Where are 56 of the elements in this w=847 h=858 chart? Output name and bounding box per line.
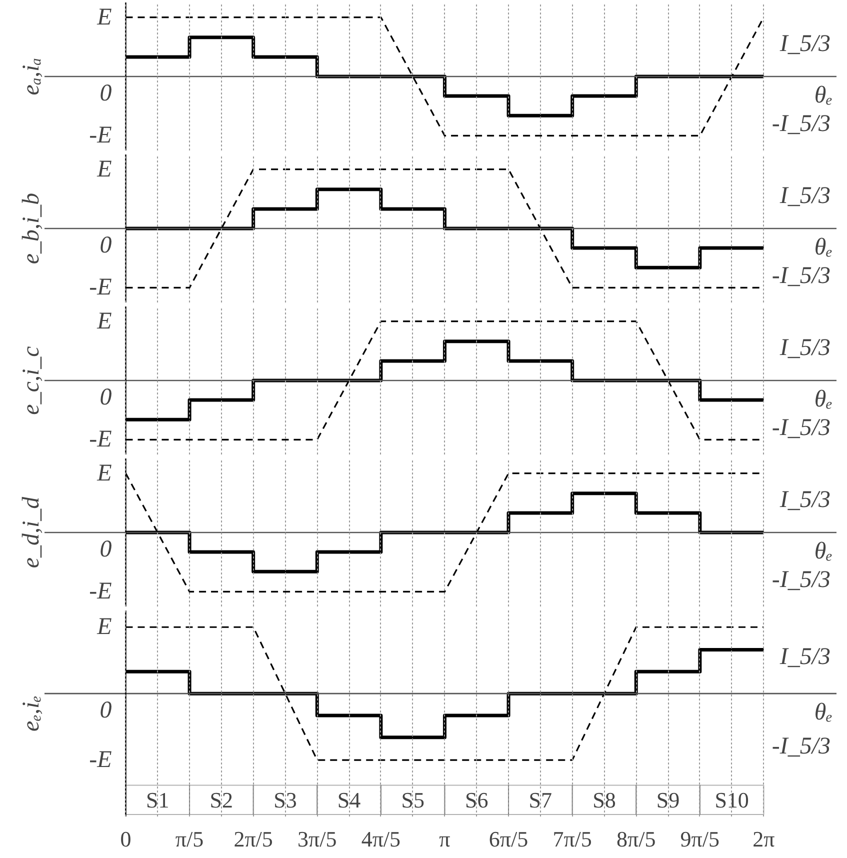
annotation: -E: [89, 122, 112, 149]
x-tick-label: π: [439, 826, 450, 852]
annotation: E: [96, 614, 112, 640]
x-tick-label: 2π: [752, 826, 775, 852]
annotation: -E: [89, 274, 112, 301]
text: S10: [714, 787, 749, 812]
y-axis-title: e_b,i_b: [18, 192, 44, 264]
x-tick-label: 0: [120, 826, 132, 852]
x-axis-title: θₑ: [814, 386, 833, 412]
x-tick-label: 8π/5: [616, 826, 656, 852]
text: S8: [592, 787, 616, 812]
annotation: 0: [100, 536, 112, 562]
x-tick-label: π/5: [175, 826, 204, 852]
y-axis-title: eₐ,iₐ: [18, 58, 44, 96]
annotation: 0: [100, 80, 112, 106]
x-tick-label: 4π/5: [361, 826, 401, 852]
text: S3: [274, 787, 297, 812]
x-tick-label: 6π/5: [488, 826, 528, 852]
annotation: I_5/3: [778, 182, 831, 209]
annotation: 0: [100, 698, 112, 724]
annotation: E: [96, 460, 112, 486]
x-tick-label: 9π/5: [680, 826, 720, 852]
text: S1: [146, 787, 170, 812]
y-axis-title: e_d,i_d: [18, 496, 44, 568]
x-axis-title: θₑ: [814, 234, 833, 260]
annotation: -I_5/3: [772, 262, 831, 289]
annotation: -I_5/3: [772, 414, 831, 441]
y-axis-title: eₑ,iₑ: [18, 696, 44, 732]
annotation: -I_5/3: [772, 566, 831, 593]
annotation: -E: [89, 578, 112, 605]
x-axis-title: θₑ: [814, 82, 833, 108]
y-axis-title: e_c,i_c: [18, 346, 44, 415]
annotation: -I_5/3: [772, 110, 831, 137]
annotation: E: [96, 308, 112, 334]
x-tick-label: 7π/5: [552, 826, 592, 852]
annotation: 0: [100, 232, 112, 258]
x-axis-title: θₑ: [814, 538, 833, 564]
annotation: I_5/3: [778, 334, 831, 361]
text: S4: [337, 787, 361, 812]
x-tick-label: 2π/5: [234, 826, 273, 852]
annotation: I_5/3: [778, 644, 831, 670]
annotation: 0: [100, 384, 112, 410]
annotation: -E: [89, 747, 112, 774]
text: S9: [656, 787, 680, 812]
annotation: -I_5/3: [772, 734, 831, 760]
annotation: I_5/3: [778, 30, 831, 57]
annotation: E: [96, 156, 112, 182]
x-axis-title: θₑ: [814, 700, 833, 726]
annotation: E: [96, 4, 112, 30]
text: S7: [528, 787, 552, 812]
annotation: I_5/3: [778, 486, 831, 513]
x-tick-label: 3π/5: [298, 826, 337, 852]
annotation: -E: [89, 426, 112, 453]
text: S6: [465, 787, 488, 812]
text: S5: [401, 787, 424, 812]
text: S2: [210, 787, 234, 812]
